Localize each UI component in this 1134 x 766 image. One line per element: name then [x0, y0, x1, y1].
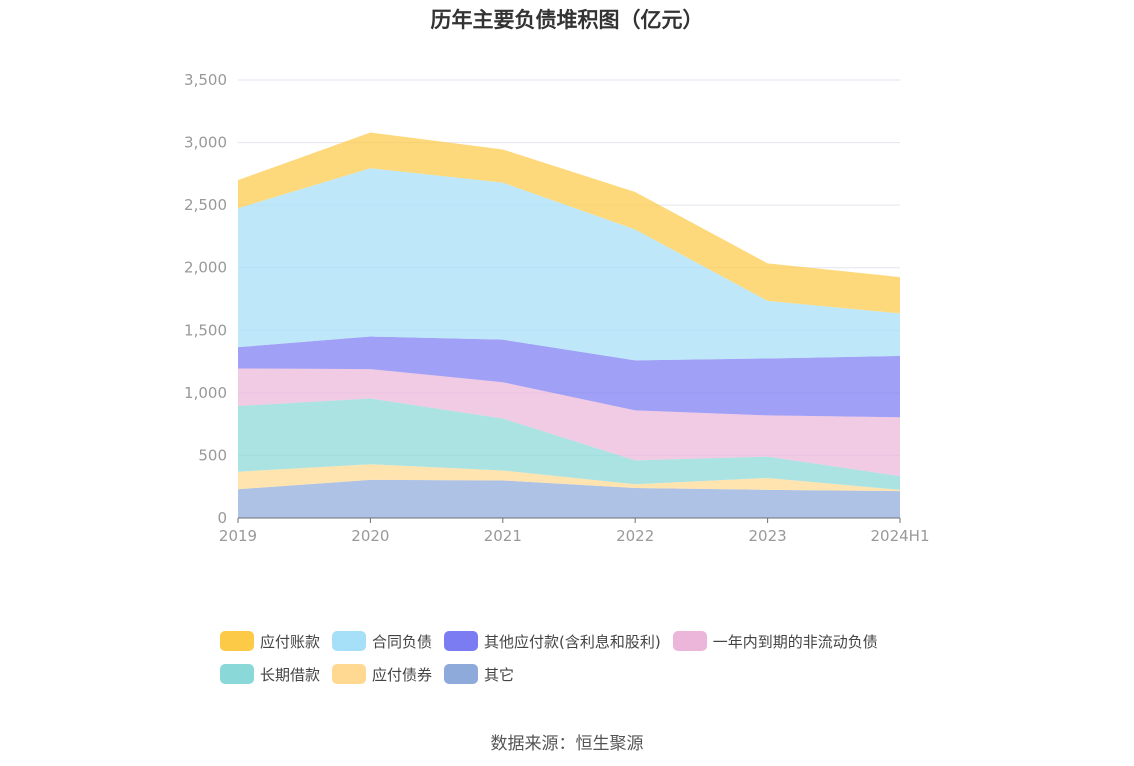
data-source: 数据来源：恒生聚源: [490, 734, 644, 754]
axes: 0 500 1,000 1,500 2,000 2,500 3,000 3,500 2019 20…: [184, 71, 929, 545]
legend-label: 合同负债: [372, 632, 433, 651]
legend-item[interactable]: 应付账款: [220, 631, 320, 652]
x-tick-label: 2024H1: [871, 527, 930, 545]
legend-item[interactable]: 一年内到期的非流动负债: [672, 631, 878, 652]
area-series-3: [238, 368, 900, 477]
area-series-0: [238, 479, 900, 518]
legend-label: 应付账款: [260, 632, 321, 651]
stacked-area-chart: 0 500 1,000 1,500 2,000 2,500 3,000 3,500 2019 20…: [184, 71, 929, 545]
y-tick-label: 500: [198, 446, 227, 464]
data-point: [237, 179, 240, 182]
legend-item[interactable]: 其它: [444, 664, 514, 685]
y-tick-label: 1,000: [184, 384, 227, 402]
legend-swatch: [444, 664, 479, 684]
data-point: [369, 131, 372, 134]
legend-swatch: [672, 631, 707, 651]
area-series-5: [238, 168, 900, 361]
y-tick-label: 3,500: [184, 71, 227, 89]
data-point: [899, 276, 902, 279]
legend-item[interactable]: 长期借款: [220, 664, 320, 685]
legend-item[interactable]: 其他应付款(含利息和股利): [444, 631, 661, 652]
legend-label: 其他应付款(含利息和股利): [484, 632, 661, 651]
x-tick-label: 2020: [351, 527, 389, 545]
legend-label: 其它: [484, 665, 515, 684]
area-series-2: [238, 398, 900, 490]
legend: 应付账款 合同负债 其他应付款(含利息和股利) 一年内到期的非流动负债 长期借款 应付债…: [220, 630, 940, 696]
area-series-1: [238, 464, 900, 492]
y-tick-label: 1,500: [184, 321, 227, 339]
legend-swatch: [220, 631, 254, 651]
area-series: [237, 131, 902, 518]
y-tick-label: 3,000: [184, 134, 227, 152]
legend-swatch: [332, 631, 367, 651]
legend-item[interactable]: 应付债券: [332, 664, 432, 685]
legend-label: 长期借款: [260, 665, 321, 684]
x-tick-label: 2019: [219, 527, 257, 545]
x-tick-label: 2023: [749, 527, 787, 545]
data-point: [634, 191, 637, 194]
legend-label: 应付债券: [372, 665, 433, 684]
y-tick-label: 0: [217, 509, 227, 527]
area-series-4: [238, 336, 900, 418]
chart-title: 历年主要负债堆积图（亿元）: [430, 8, 704, 32]
data-point: [766, 262, 769, 265]
legend-swatch: [332, 664, 367, 684]
x-tick-label: 2021: [484, 527, 522, 545]
x-tick-label: 2022: [616, 527, 654, 545]
data-point: [501, 148, 504, 151]
legend-item[interactable]: 合同负债: [332, 631, 432, 652]
legend-swatch: [444, 631, 479, 651]
area-series-6: [238, 132, 900, 314]
legend-label: 一年内到期的非流动负债: [712, 632, 878, 651]
y-tick-label: 2,000: [184, 259, 227, 277]
y-tick-label: 2,500: [184, 196, 227, 214]
legend-swatch: [220, 664, 254, 684]
